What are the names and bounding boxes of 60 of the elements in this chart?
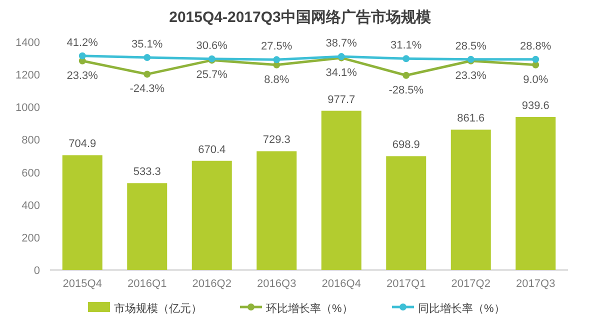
data-label: 23.3% bbox=[455, 70, 487, 82]
data-label: 23.3% bbox=[66, 70, 98, 82]
x-tick-label: 2016Q4 bbox=[322, 278, 361, 290]
legend-label: 市场规模（亿元） bbox=[114, 302, 202, 315]
bar bbox=[127, 183, 168, 270]
data-label: 977.7 bbox=[328, 94, 356, 106]
bar bbox=[386, 156, 426, 270]
data-label: 41.2% bbox=[66, 36, 98, 49]
point bbox=[532, 56, 540, 63]
data-label: 704.9 bbox=[68, 138, 96, 150]
data-label: 939.6 bbox=[522, 100, 550, 112]
legend-label: 同比增长率（%） bbox=[418, 302, 505, 315]
data-label: -24.3% bbox=[130, 83, 165, 96]
data-label: 533.3 bbox=[133, 166, 161, 178]
y-tick-label: 1000 bbox=[16, 102, 40, 114]
y-tick-label: 800 bbox=[22, 134, 40, 147]
x-tick-label: 2017Q2 bbox=[451, 278, 490, 290]
data-label: 9.0% bbox=[523, 74, 548, 86]
y-tick-label: 600 bbox=[22, 167, 40, 180]
point bbox=[402, 72, 410, 79]
data-label: 38.7% bbox=[326, 38, 358, 50]
data-label: 698.9 bbox=[392, 139, 420, 152]
data-label: 27.5% bbox=[261, 40, 292, 53]
data-label: 670.4 bbox=[198, 144, 226, 156]
x-tick-label: 2017Q3 bbox=[516, 278, 556, 290]
data-label: -28.5% bbox=[388, 84, 424, 96]
data-label: 34.1% bbox=[326, 66, 358, 79]
chart-title: 2015Q4-2017Q3中国网络广告市场规模 bbox=[169, 8, 432, 26]
x-tick-label: 2017Q1 bbox=[386, 278, 426, 290]
point bbox=[273, 56, 280, 64]
legend-label: 环比增长率（%） bbox=[266, 302, 353, 315]
y-tick-label: 0 bbox=[34, 265, 40, 277]
point bbox=[532, 61, 540, 68]
data-label: 30.6% bbox=[196, 40, 228, 52]
data-label: 729.3 bbox=[262, 134, 290, 146]
x-tick-label: 2016Q1 bbox=[128, 278, 167, 290]
x-tick-label: 2016Q2 bbox=[192, 278, 232, 290]
y-tick-label: 1400 bbox=[16, 37, 40, 49]
bar bbox=[192, 160, 232, 270]
point bbox=[144, 70, 151, 78]
point bbox=[144, 54, 151, 62]
bar bbox=[516, 116, 556, 270]
bar bbox=[321, 110, 362, 270]
y-tick-label: 1200 bbox=[16, 70, 40, 82]
y-tick-label: 200 bbox=[22, 232, 40, 244]
data-label: 28.5% bbox=[455, 40, 487, 52]
x-tick-label: 2016Q3 bbox=[257, 278, 296, 290]
x-tick-label: 2015Q4 bbox=[62, 278, 102, 290]
bar bbox=[62, 155, 102, 270]
data-label: 25.7% bbox=[196, 69, 228, 82]
data-label: 35.1% bbox=[132, 38, 163, 51]
y-tick-label: 400 bbox=[22, 200, 40, 212]
point bbox=[402, 55, 410, 62]
bar bbox=[450, 130, 491, 270]
point bbox=[78, 52, 86, 60]
bar bbox=[256, 151, 297, 270]
data-label: 31.1% bbox=[390, 40, 422, 52]
data-label: 28.8% bbox=[520, 40, 552, 52]
data-label: 861.6 bbox=[457, 112, 485, 125]
data-label: 8.8% bbox=[264, 74, 290, 86]
